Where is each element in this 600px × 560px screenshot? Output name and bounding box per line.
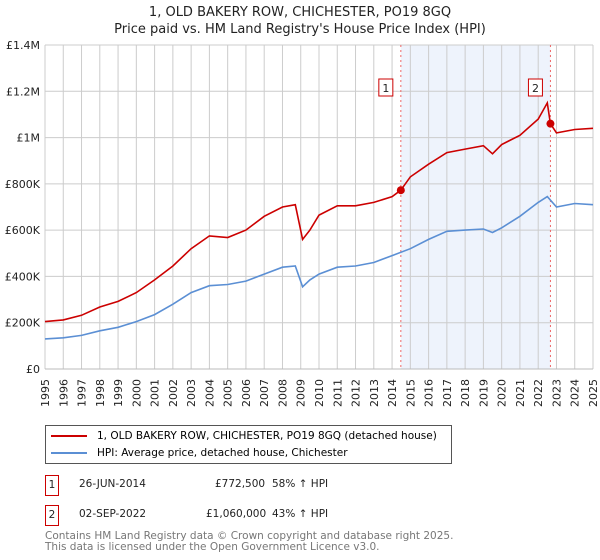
x-tick-label: 2020 <box>496 379 509 407</box>
transaction-row: 2 02-SEP-2022 £1,060,000 43% ↑ HPI <box>45 505 545 527</box>
shaded-ownership-period <box>400 45 551 369</box>
legend: 1, OLD BAKERY ROW, CHICHESTER, PO19 8GQ … <box>45 425 452 464</box>
legend-swatch-blue <box>51 452 87 454</box>
x-tick-label: 2001 <box>149 379 162 407</box>
x-tick-label: 2009 <box>295 379 308 407</box>
marker-label-box <box>527 78 543 97</box>
x-tick-label: 2022 <box>532 379 545 407</box>
transaction-row: 1 26-JUN-2014 £772,500 58% ↑ HPI <box>45 475 545 497</box>
x-tick-label: 2000 <box>130 379 143 407</box>
x-tick-label: 2013 <box>368 379 381 407</box>
transaction-price: £772,500 <box>215 478 266 490</box>
series-line <box>44 195 594 340</box>
x-tick-label: 2024 <box>569 379 582 407</box>
x-tick-label: 1995 <box>39 379 52 407</box>
x-tick-label: 2011 <box>331 379 344 407</box>
x-tick-label: 2010 <box>313 379 326 407</box>
legend-label: HPI: Average price, detached house, Chic… <box>97 447 348 459</box>
x-tick-label: 2002 <box>167 379 180 407</box>
x-tick-label: 1998 <box>94 379 107 407</box>
x-tick-label: 2006 <box>240 379 253 407</box>
footer: Contains HM Land Registry data © Crown c… <box>45 531 453 553</box>
x-tick-label: 2003 <box>185 379 198 407</box>
x-tick-label: 2017 <box>441 379 454 407</box>
transaction-hpi: 43% ↑ HPI <box>272 508 329 520</box>
x-tick-label: 2014 <box>386 379 399 407</box>
y-tick-label: £600K <box>5 224 41 237</box>
x-tick-label: 2016 <box>423 379 436 407</box>
x-tick-label: 2023 <box>550 379 563 407</box>
marker-label: 1 <box>382 82 389 95</box>
legend-item-property: 1, OLD BAKERY ROW, CHICHESTER, PO19 8GQ … <box>46 428 437 444</box>
marker-label: 2 <box>532 82 539 95</box>
y-tick-label: £1.2M <box>6 85 40 98</box>
marker-badge: 2 <box>45 505 59 526</box>
x-tick-label: 2008 <box>276 379 289 407</box>
sale-point <box>396 186 405 195</box>
y-tick-label: £800K <box>5 178 41 191</box>
x-tick-label: 2025 <box>587 379 600 407</box>
x-tick-label: 2005 <box>222 379 235 407</box>
x-tick-label: 2021 <box>514 379 527 407</box>
legend-label: 1, OLD BAKERY ROW, CHICHESTER, PO19 8GQ … <box>97 430 437 442</box>
x-tick-label: 2004 <box>203 379 216 407</box>
x-tick-label: 1996 <box>57 379 70 407</box>
price-chart: 1995 1996 1997 1998 1999 2000 2001 2002 2003 2004… <box>5 39 600 407</box>
transaction-price: £1,060,000 <box>206 508 267 520</box>
x-tick-label: 1999 <box>112 379 125 407</box>
x-tick-label: 2018 <box>459 379 472 407</box>
x-tick-label: 2019 <box>477 379 490 407</box>
chart-subtitle: Price paid vs. HM Land Registry's House … <box>114 22 486 37</box>
sale-point <box>546 119 555 128</box>
transaction-date: 26-JUN-2014 <box>79 478 146 490</box>
x-tick-label: 2007 <box>258 379 271 407</box>
x-tick-label: 1997 <box>76 379 89 407</box>
transaction-date: 02-SEP-2022 <box>79 508 147 520</box>
footer-line: Contains HM Land Registry data © Crown c… <box>45 530 454 542</box>
y-tick-label: £200K <box>5 317 41 330</box>
x-tick-label: 2012 <box>350 379 363 407</box>
footer-line: This data is licensed under the Open Gov… <box>45 541 380 553</box>
legend-item-hpi: HPI: Average price, detached house, Chic… <box>46 445 348 461</box>
y-tick-label: £1.4M <box>6 39 40 52</box>
legend-swatch-red <box>51 435 87 437</box>
series-line <box>44 100 594 323</box>
y-tick-label: £400K <box>5 270 41 283</box>
marker-badge: 1 <box>45 475 59 496</box>
chart-title: 1, OLD BAKERY ROW, CHICHESTER, PO19 8GQ <box>148 5 452 20</box>
transaction-hpi: 58% ↑ HPI <box>272 478 329 490</box>
marker-label-box <box>378 78 394 97</box>
y-tick-label: £1M <box>17 132 41 145</box>
y-tick-label: £0 <box>26 363 40 376</box>
x-tick-label: 2015 <box>404 379 417 407</box>
